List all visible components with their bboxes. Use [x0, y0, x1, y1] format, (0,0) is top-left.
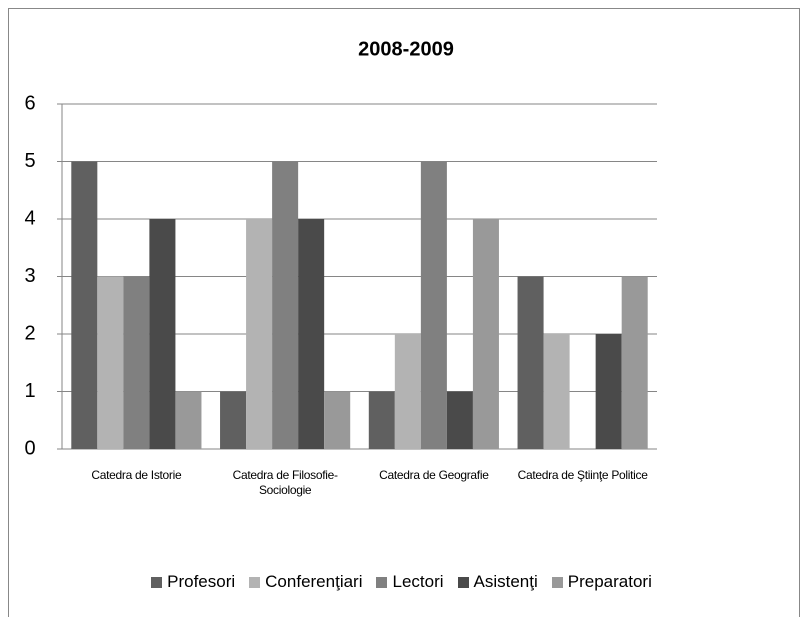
bar [298, 219, 325, 449]
bar [472, 219, 499, 449]
bar [368, 391, 395, 449]
legend-item: Conferenţiari [249, 572, 362, 592]
legend-item: Profesori [151, 572, 235, 592]
x-tick-label: Catedra de Filosofie-Sociologie [232, 468, 338, 497]
bar [394, 334, 421, 449]
x-tick-label: Catedra de Istorie [91, 468, 182, 482]
y-tick-label: 4 [24, 207, 35, 229]
bar [97, 276, 124, 449]
legend-item: Preparatori [551, 572, 652, 592]
legend-swatch [457, 576, 469, 588]
bar [517, 276, 544, 449]
bar [220, 391, 247, 449]
legend-label: Asistenţi [473, 572, 538, 591]
legend-label: Lectori [392, 572, 444, 591]
bar [272, 161, 299, 449]
legend-label: Profesori [167, 572, 236, 591]
y-tick-label: 3 [24, 265, 35, 287]
bar [123, 276, 150, 449]
legend-swatch [249, 576, 261, 588]
bar [543, 334, 570, 449]
bar [446, 391, 473, 449]
bar [246, 219, 273, 449]
bar [71, 161, 98, 449]
legend-item: Asistenţi [457, 572, 538, 592]
legend: Profesori Conferenţiari Lectori Asistenţi Pr… [0, 572, 803, 592]
y-tick-label: 5 [24, 150, 35, 172]
x-tick-label: Catedra de Ştiinţe Politice [517, 468, 648, 482]
bar [420, 161, 447, 449]
chart-title: 2008-2009 [358, 38, 454, 60]
bar [149, 219, 176, 449]
bar [324, 391, 351, 449]
bar [621, 276, 648, 449]
x-tick-label: Catedra de Geografie [379, 468, 489, 482]
y-tick-label: 1 [24, 380, 35, 402]
legend-item: Lectori [376, 572, 444, 592]
legend-label: Conferenţiari [265, 572, 363, 591]
legend-label: Preparatori [567, 572, 652, 591]
y-tick-label: 6 [24, 92, 35, 114]
bar [595, 334, 622, 449]
y-tick-label: 0 [24, 437, 35, 459]
y-tick-label: 2 [24, 322, 35, 344]
bar [175, 391, 202, 449]
legend-swatch [376, 576, 388, 588]
legend-swatch [151, 576, 163, 588]
legend-swatch [551, 576, 563, 588]
